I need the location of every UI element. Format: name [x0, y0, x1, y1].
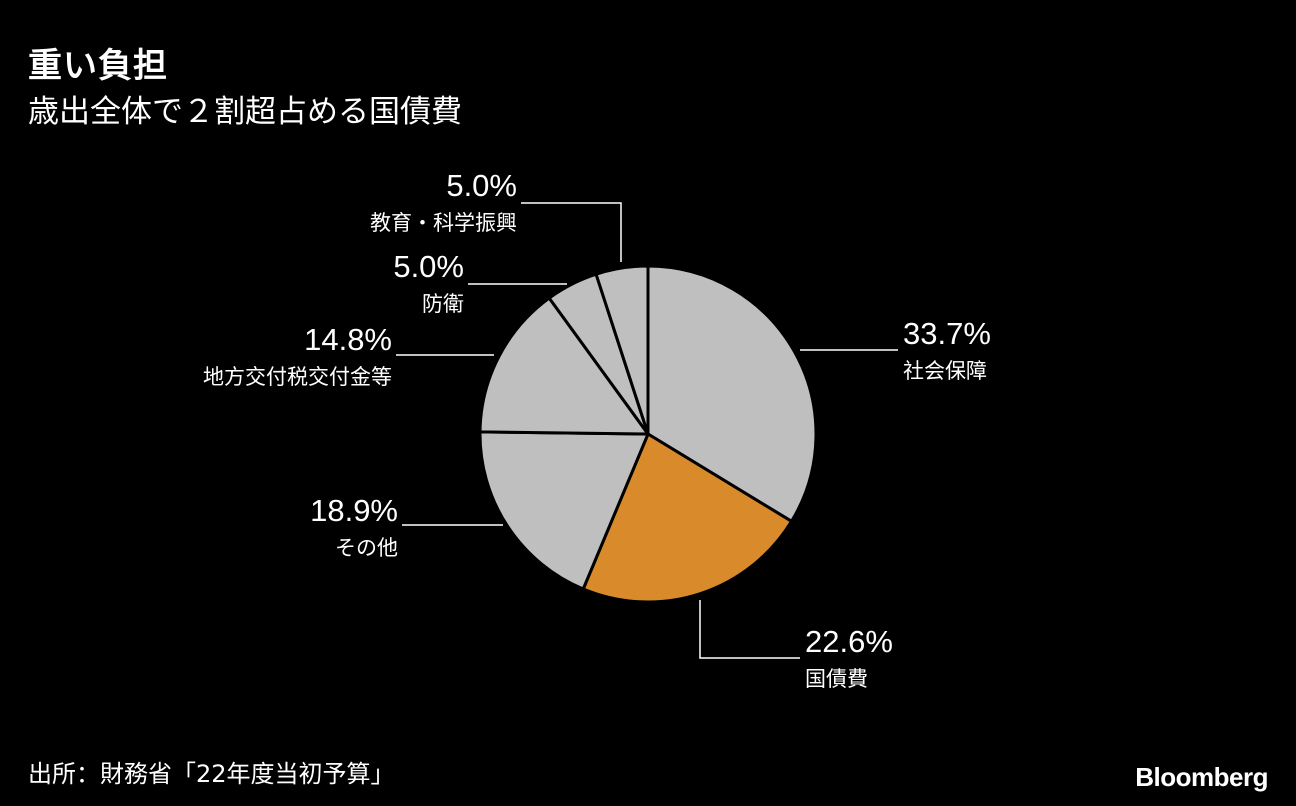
slice-value-label-1: 33.7%	[903, 316, 991, 351]
pie-slices	[478, 264, 818, 604]
chart-subtitle: 歳出全体で２割超占める国債費	[28, 94, 462, 130]
slice-category-label-1: 社会保障	[903, 359, 987, 383]
slice-category-label-4: 地方交付税交付金等	[203, 365, 392, 389]
slice-value-label-4: 14.8%	[304, 322, 392, 357]
slice-category-label-2: 国債費	[805, 667, 868, 691]
leader-line-6	[521, 202, 622, 262]
brand-logo: Bloomberg	[1135, 762, 1268, 792]
slice-category-label-5: 防衛	[422, 292, 464, 316]
pie-slice-3	[478, 430, 650, 591]
slice-category-label-6: 教育・科学振興	[370, 211, 517, 235]
pie-slice-6	[594, 264, 650, 436]
pie-slice-4	[478, 296, 650, 436]
leader-line-2	[699, 600, 800, 659]
chart-title: 重い負担	[28, 46, 168, 86]
source-note: 出所：財務省「22年度当初予算」	[28, 760, 395, 788]
pie-slice-1	[646, 264, 818, 523]
slice-labels: 33.7% 社会保障 22.6% 国債費 18.9% その他 14.8% 地方交付税交付金等 5…	[203, 168, 991, 691]
slice-category-label-3: その他	[335, 536, 398, 560]
leader-lines	[396, 202, 898, 659]
slice-value-label-3: 18.9%	[310, 493, 398, 528]
pie-slice-2	[581, 432, 794, 604]
slice-value-label-2: 22.6%	[805, 624, 893, 659]
slice-value-label-6: 5.0%	[446, 168, 517, 203]
slice-value-label-5: 5.0%	[393, 249, 464, 284]
